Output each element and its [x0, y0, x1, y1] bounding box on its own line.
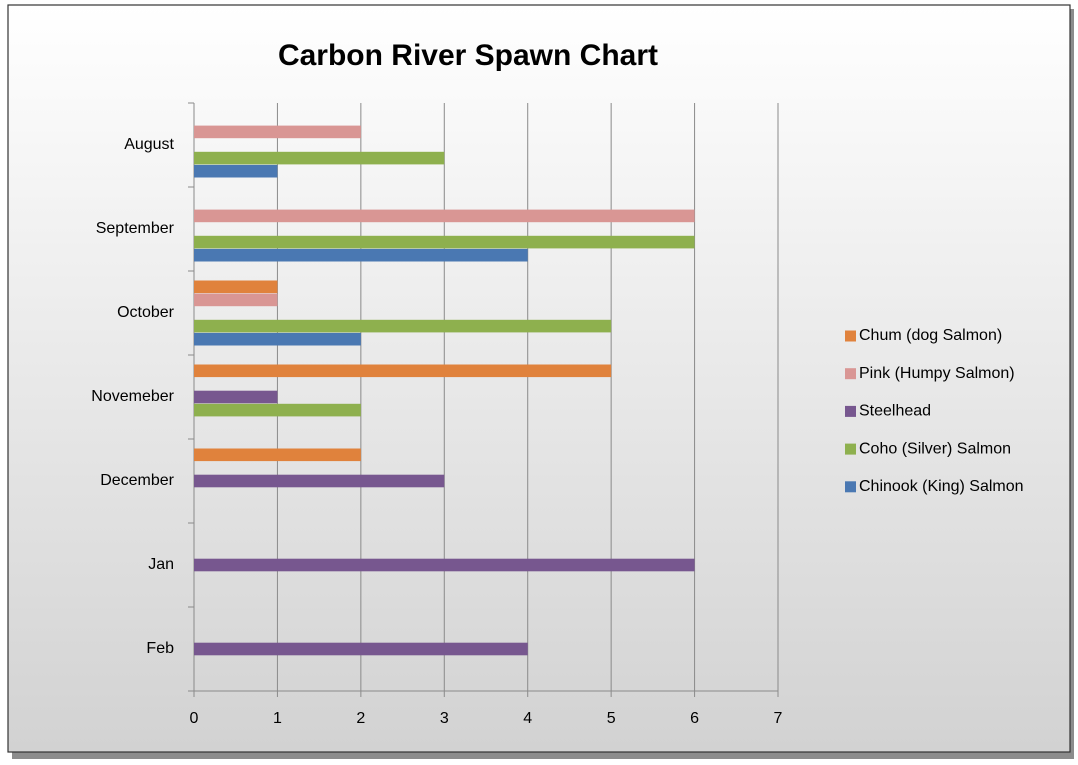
legend-label: Chinook (King) Salmon [859, 478, 1024, 495]
legend-label: Chum (dog Salmon) [859, 327, 1002, 344]
y-tick-label: December [100, 472, 174, 489]
legend-swatch [845, 330, 856, 342]
x-tick-label: 4 [523, 710, 532, 727]
chart-frame [7, 4, 1071, 753]
bar [194, 151, 445, 165]
bar [194, 364, 612, 378]
bar [194, 474, 445, 488]
bar [194, 209, 695, 223]
bar [194, 448, 361, 462]
y-tick-label: Jan [148, 556, 174, 573]
x-tick-label: 2 [356, 710, 365, 727]
bar [194, 248, 528, 262]
x-tick-label: 1 [273, 710, 282, 727]
y-tick-label: Feb [146, 640, 174, 657]
x-tick-label: 7 [774, 710, 783, 727]
x-tick-label: 0 [190, 710, 199, 727]
y-tick-label: September [96, 220, 175, 237]
bar [194, 280, 278, 294]
bar [194, 235, 695, 249]
bar [194, 558, 695, 572]
bar [194, 332, 361, 346]
bar [194, 390, 278, 404]
y-tick-label: August [124, 136, 174, 153]
bar [194, 319, 612, 333]
x-tick-label: 5 [607, 710, 616, 727]
legend-swatch [845, 443, 856, 455]
x-tick-label: 3 [440, 710, 449, 727]
legend-label: Coho (Silver) Salmon [859, 440, 1011, 457]
bar [194, 293, 278, 307]
bar [194, 164, 278, 178]
legend-label: Pink (Humpy Salmon) [859, 365, 1015, 382]
chart-title: Carbon River Spawn Chart [278, 39, 658, 72]
legend-swatch [845, 481, 856, 493]
legend-swatch [845, 405, 856, 417]
y-tick-label: October [117, 304, 175, 321]
bar [194, 403, 361, 417]
bar [194, 642, 528, 656]
x-tick-label: 6 [690, 710, 699, 727]
y-tick-label: Novemeber [91, 388, 174, 405]
legend-swatch [845, 368, 856, 380]
legend-label: Steelhead [859, 403, 931, 420]
bar [194, 125, 361, 139]
